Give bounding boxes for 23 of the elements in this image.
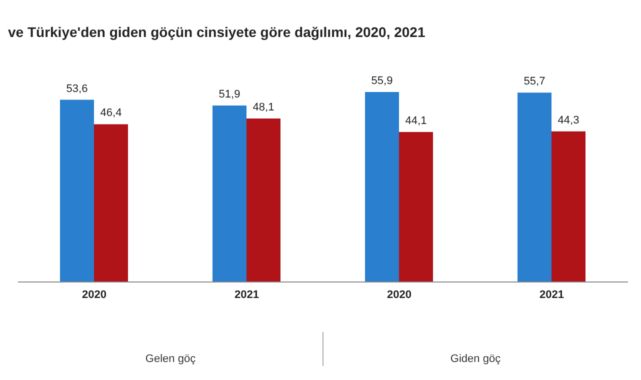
data-label: 55,7 (524, 76, 546, 88)
bar (399, 132, 433, 282)
bar (552, 131, 586, 282)
chart-title: ve Türkiye'den giden göçün cinsiyete göre dağılımı, 2020, 2021 (8, 24, 426, 40)
bar (212, 106, 246, 282)
bar (94, 124, 128, 282)
data-label: 51,9 (218, 88, 240, 101)
bar (518, 92, 552, 282)
data-label: 53,6 (66, 82, 88, 95)
text: Gelen göç (145, 353, 196, 365)
bar (246, 118, 280, 282)
x-tick-label: 2021 (540, 288, 564, 301)
data-label: 48,1 (252, 101, 274, 114)
data-label: 44,1 (405, 115, 427, 128)
x-tick-label: 2020 (82, 288, 106, 301)
x-tick-label: 2021 (234, 288, 259, 301)
data-label: 55,9 (371, 74, 393, 87)
text: Giden göç (450, 353, 502, 365)
bar (60, 100, 94, 282)
x-tick-label: 2020 (387, 288, 412, 301)
data-label: 44,3 (558, 114, 580, 126)
bar (365, 92, 399, 282)
data-label: 46,4 (100, 107, 122, 120)
